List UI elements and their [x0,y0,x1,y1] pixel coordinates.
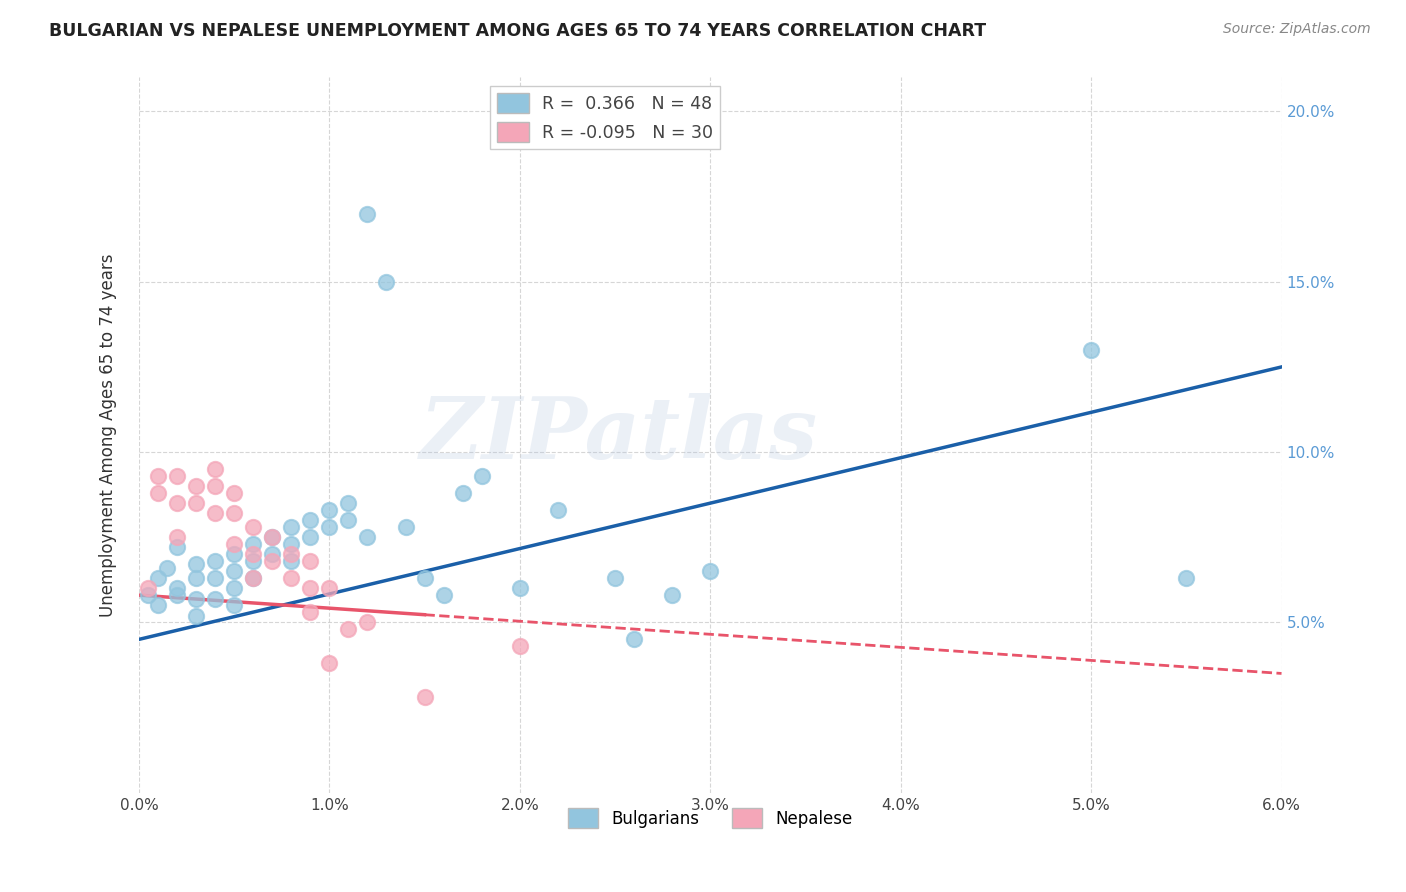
Point [451,486,474,500]
Point [509,639,531,653]
Point [184,496,207,510]
Point [356,615,378,630]
Point [413,571,436,585]
Point [146,571,169,585]
Point [280,547,302,561]
Point [204,554,226,568]
Point [356,530,378,544]
Point [337,622,360,636]
Point [337,513,360,527]
Point [623,632,645,647]
Point [166,530,188,544]
Point [138,588,160,602]
Point [394,520,416,534]
Point [184,591,207,606]
Point [224,507,246,521]
Point [242,547,264,561]
Point [204,479,226,493]
Point [166,496,188,510]
Point [1175,571,1198,585]
Point [204,571,226,585]
Point [146,469,169,483]
Point [166,582,188,596]
Point [318,582,340,596]
Point [204,507,226,521]
Point [242,554,264,568]
Point [280,537,302,551]
Legend: Bulgarians, Nepalese: Bulgarians, Nepalese [561,802,859,834]
Point [184,608,207,623]
Point [318,657,340,671]
Point [166,469,188,483]
Point [224,582,246,596]
Point [156,561,179,575]
Point [699,564,721,578]
Point [204,591,226,606]
Text: BULGARIAN VS NEPALESE UNEMPLOYMENT AMONG AGES 65 TO 74 YEARS CORRELATION CHART: BULGARIAN VS NEPALESE UNEMPLOYMENT AMONG… [49,22,987,40]
Point [337,496,360,510]
Point [413,690,436,705]
Point [547,503,569,517]
Point [138,582,160,596]
Point [262,547,284,561]
Point [242,537,264,551]
Point [432,588,454,602]
Point [318,520,340,534]
Point [280,520,302,534]
Point [224,564,246,578]
Point [299,605,322,619]
Point [262,530,284,544]
Point [262,554,284,568]
Point [242,520,264,534]
Point [471,469,494,483]
Point [242,571,264,585]
Text: Source: ZipAtlas.com: Source: ZipAtlas.com [1223,22,1371,37]
Point [661,588,683,602]
Point [318,503,340,517]
Point [280,571,302,585]
Point [224,599,246,613]
Point [224,486,246,500]
Point [509,582,531,596]
Point [224,547,246,561]
Point [242,571,264,585]
Point [184,479,207,493]
Point [299,582,322,596]
Point [204,462,226,476]
Point [184,571,207,585]
Point [262,530,284,544]
Point [356,207,378,221]
Point [299,513,322,527]
Point [146,599,169,613]
Text: ZIPatlas: ZIPatlas [420,393,818,477]
Y-axis label: Unemployment Among Ages 65 to 74 years: Unemployment Among Ages 65 to 74 years [100,253,117,616]
Point [166,588,188,602]
Point [375,275,398,289]
Point [1080,343,1102,357]
Point [146,486,169,500]
Point [299,530,322,544]
Point [280,554,302,568]
Point [166,541,188,555]
Point [603,571,626,585]
Point [299,554,322,568]
Point [224,537,246,551]
Point [184,558,207,572]
